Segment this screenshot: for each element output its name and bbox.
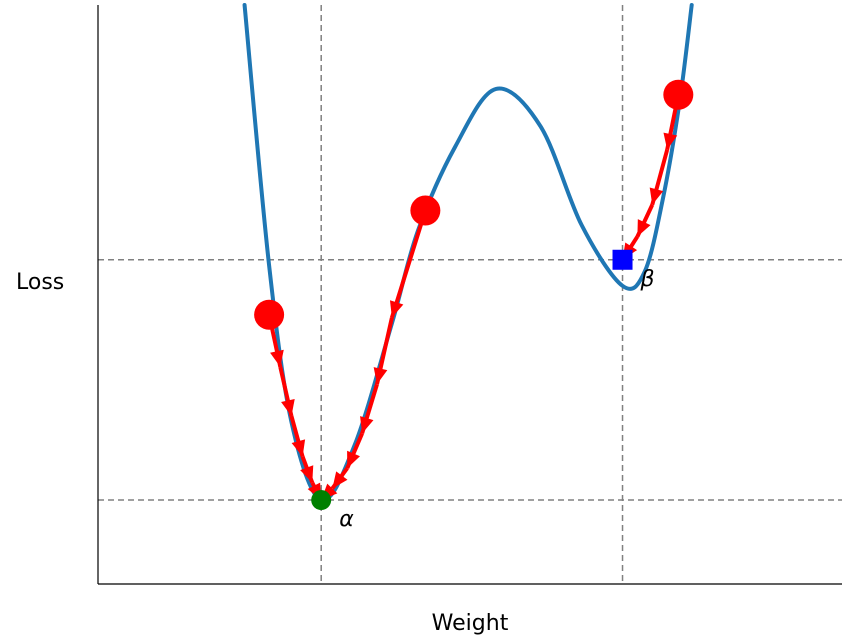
start-point: [254, 299, 285, 330]
descent-arrowhead: [281, 398, 295, 417]
alpha-label: α: [339, 507, 354, 532]
start-point: [410, 195, 441, 226]
descent-arrowhead: [389, 300, 404, 318]
descent-arrowhead: [637, 219, 651, 237]
descent-arrowhead: [332, 471, 348, 489]
x-axis-label: Weight: [432, 611, 509, 636]
start-point: [663, 79, 694, 110]
descent-arrowhead: [360, 416, 374, 434]
descent-arrowhead: [270, 349, 284, 367]
descent-arrowhead: [663, 132, 678, 150]
descent-arrowhead: [300, 465, 314, 483]
descent-arrowhead: [649, 187, 664, 205]
descent-step: [389, 209, 428, 319]
minima-markers: αβ: [311, 249, 655, 532]
descent-paths: [254, 79, 694, 502]
alpha-minimum-marker: [311, 490, 332, 511]
descent-arrowhead: [373, 367, 388, 385]
y-axis-label: Loss: [16, 270, 64, 295]
reference-lines: [98, 5, 842, 584]
descent-arrowhead: [347, 450, 360, 469]
descent-arrowhead: [291, 439, 306, 457]
beta-label: β: [640, 267, 655, 292]
beta-minimum-marker: [612, 249, 633, 270]
